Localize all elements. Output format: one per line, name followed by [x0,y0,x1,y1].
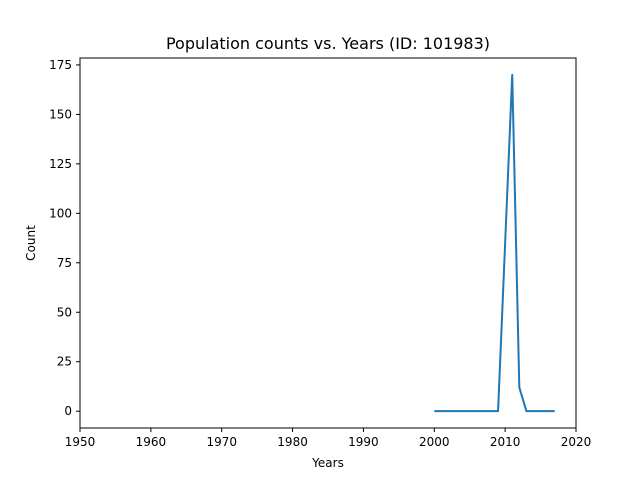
x-tick-label: 2000 [419,435,450,449]
series-layer [434,73,555,413]
y-tick-label: 100 [49,206,72,220]
x-tick-label: 1950 [65,435,96,449]
y-tick-label: 0 [64,404,72,418]
plot-area [79,57,577,429]
y-tick-label: 125 [49,157,72,171]
x-tick-label: 1990 [348,435,379,449]
y-tick-label: 50 [57,305,72,319]
axes-frame [79,57,577,429]
x-axis-ticks: 1950 1960 1970 1980 1990 2000 2010 2020 [65,428,592,449]
x-tick-label: 1980 [277,435,308,449]
y-axis-ticks: 0 25 50 75 100 125 150 175 [49,58,80,418]
x-tick-label: 1960 [136,435,167,449]
y-tick-label: 150 [49,107,72,121]
x-axis-label: Years [311,456,344,470]
y-tick-label: 175 [49,58,72,72]
x-tick-label: 2010 [490,435,521,449]
y-tick-label: 25 [57,355,72,369]
x-tick-label: 1970 [206,435,237,449]
series-line [434,73,555,413]
chart-title: Population counts vs. Years (ID: 101983) [166,34,490,53]
y-axis-label: Count [24,225,38,261]
y-tick-label: 75 [57,256,72,270]
x-tick-label: 2020 [561,435,592,449]
